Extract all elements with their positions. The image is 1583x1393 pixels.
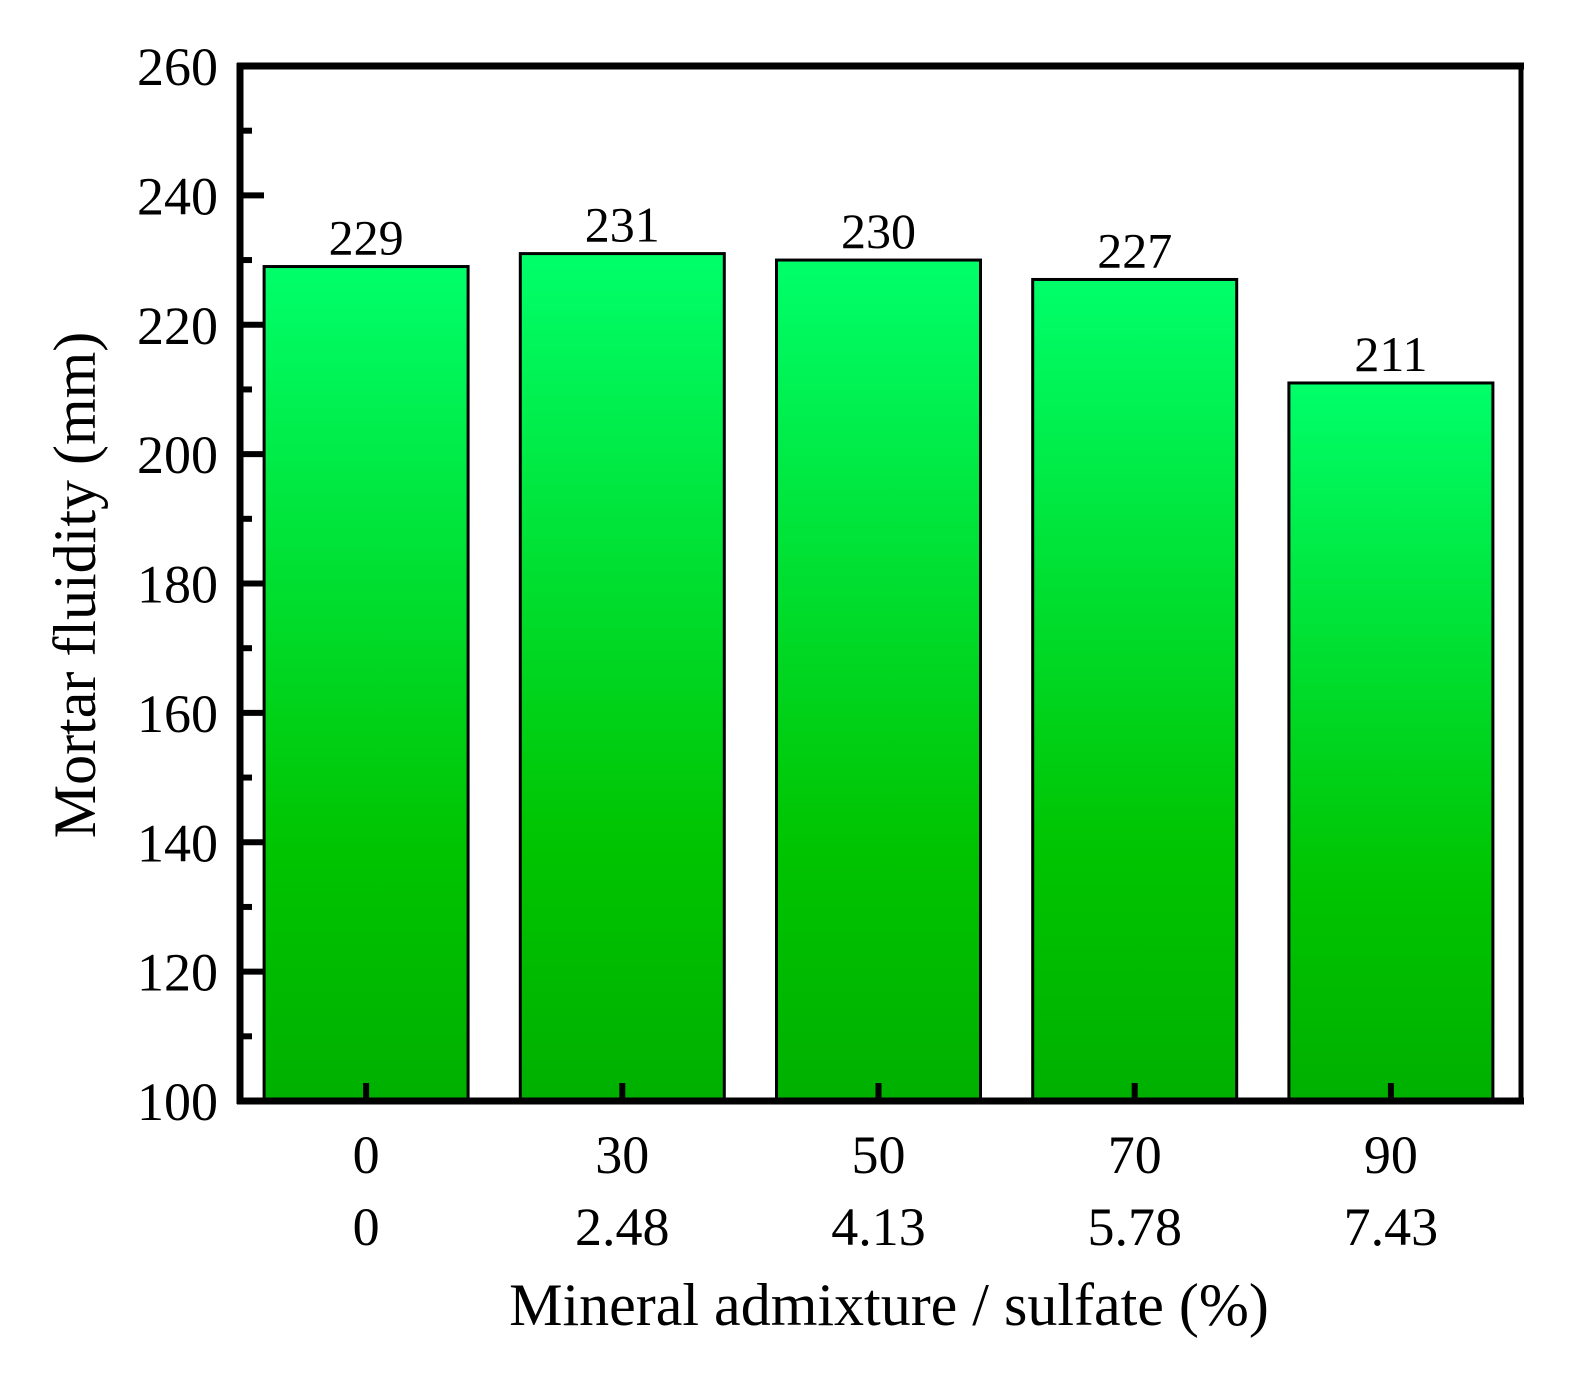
x-tick-label-sulfate: 0	[353, 1197, 380, 1257]
y-axis-title: Mortar fluidity (mm)	[42, 332, 108, 839]
x-tick-label-sulfate: 2.48	[575, 1197, 670, 1257]
y-axis-tick-labels: 100 120 140 160 180 200 220 240 260	[137, 37, 218, 1132]
bar	[518, 252, 726, 1103]
y-tick-label: 120	[137, 943, 218, 1003]
y-tick-label: 220	[137, 296, 218, 356]
x-tick-label-mineral: 30	[595, 1125, 649, 1185]
x-tick-label-sulfate: 5.78	[1087, 1197, 1182, 1257]
x-tick-label-mineral: 50	[852, 1125, 906, 1185]
bar-value-label: 230	[841, 203, 916, 259]
bar-value-labels: 229 231 230 227 211	[329, 197, 1428, 382]
bar-value-label: 227	[1097, 222, 1172, 278]
y-tick-label: 260	[137, 37, 218, 97]
bars-group	[262, 252, 1495, 1103]
y-tick-label: 140	[137, 813, 218, 873]
x-axis-tick-labels: 0 0 30 2.48 50 4.13 70 5.78 90 7.43	[353, 1125, 1439, 1257]
bar	[1031, 277, 1239, 1103]
y-tick-label: 240	[137, 166, 218, 226]
y-tick-label: 160	[137, 684, 218, 744]
y-tick-label: 200	[137, 425, 218, 485]
x-tick-label-mineral: 90	[1364, 1125, 1418, 1185]
y-axis-ticks	[240, 127, 264, 1040]
x-tick-label-sulfate: 4.13	[831, 1197, 926, 1257]
bar-value-label: 229	[329, 210, 404, 266]
bar	[775, 258, 982, 1103]
bar	[262, 265, 470, 1103]
x-axis-ticks	[363, 1083, 1394, 1101]
y-tick-label: 100	[137, 1072, 218, 1132]
x-tick-label-mineral: 0	[353, 1125, 380, 1185]
x-tick-label-sulfate: 7.43	[1344, 1197, 1439, 1257]
x-tick-label-mineral: 70	[1108, 1125, 1162, 1185]
y-tick-label: 180	[137, 555, 218, 615]
x-axis-title: Mineral admixture / sulfate (%)	[509, 1272, 1269, 1338]
bar-value-label: 231	[585, 197, 660, 253]
bar-value-label: 211	[1354, 326, 1427, 382]
bar	[1287, 381, 1495, 1103]
